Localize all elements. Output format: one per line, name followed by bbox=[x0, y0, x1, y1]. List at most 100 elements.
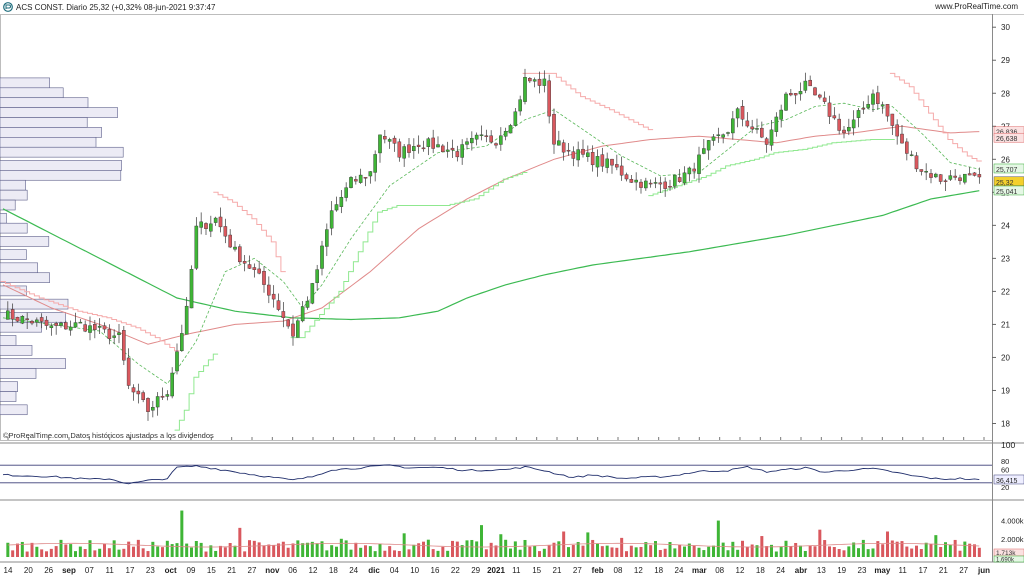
volume-bar[interactable] bbox=[310, 541, 314, 557]
volume-profile-bar[interactable] bbox=[0, 381, 18, 392]
candle[interactable] bbox=[866, 104, 870, 108]
candle[interactable] bbox=[532, 79, 537, 82]
candle[interactable] bbox=[972, 172, 977, 176]
volume-bar[interactable] bbox=[301, 543, 305, 557]
candle[interactable] bbox=[334, 204, 339, 211]
candle[interactable] bbox=[64, 322, 68, 330]
parabolic-sar-line[interactable] bbox=[889, 72, 982, 162]
candle[interactable] bbox=[383, 136, 387, 140]
candle[interactable] bbox=[146, 398, 150, 412]
candle[interactable] bbox=[151, 407, 155, 411]
candle[interactable] bbox=[764, 138, 769, 145]
volume-bar[interactable] bbox=[557, 541, 561, 557]
moving-average-20-line[interactable] bbox=[2, 102, 980, 385]
candle[interactable] bbox=[431, 137, 435, 149]
volume-bar[interactable] bbox=[117, 549, 121, 557]
candle[interactable] bbox=[518, 99, 522, 112]
candle[interactable] bbox=[803, 80, 808, 91]
candle[interactable] bbox=[634, 179, 638, 183]
candle[interactable] bbox=[455, 151, 460, 158]
volume-bar[interactable] bbox=[233, 545, 237, 557]
candle[interactable] bbox=[697, 154, 701, 174]
volume-bar[interactable] bbox=[963, 541, 967, 557]
candle[interactable] bbox=[286, 319, 290, 327]
volume-bar[interactable] bbox=[673, 548, 677, 557]
volume-bar[interactable] bbox=[770, 544, 773, 557]
volume-profile-bar[interactable] bbox=[0, 179, 26, 191]
candle[interactable] bbox=[412, 146, 416, 152]
candle[interactable] bbox=[320, 245, 324, 269]
volume-bar[interactable] bbox=[654, 541, 657, 557]
candle[interactable] bbox=[97, 325, 102, 328]
candle[interactable] bbox=[687, 167, 692, 175]
volume-bar[interactable] bbox=[199, 542, 203, 557]
candle[interactable] bbox=[967, 173, 972, 176]
candle[interactable] bbox=[963, 173, 967, 183]
volume-bar[interactable] bbox=[808, 546, 812, 557]
candle[interactable] bbox=[122, 330, 126, 361]
volume-bar[interactable] bbox=[663, 548, 667, 557]
candle[interactable] bbox=[247, 264, 252, 269]
volume-bar[interactable] bbox=[165, 540, 169, 557]
candle[interactable] bbox=[571, 151, 576, 159]
volume-bar[interactable] bbox=[223, 547, 227, 557]
volume-bar[interactable] bbox=[596, 543, 599, 557]
candle[interactable] bbox=[59, 322, 63, 326]
candle[interactable] bbox=[358, 174, 363, 183]
candle[interactable] bbox=[861, 108, 866, 110]
volume-bar[interactable] bbox=[54, 546, 58, 557]
candle[interactable] bbox=[175, 351, 179, 372]
volume-bar[interactable] bbox=[267, 544, 271, 557]
candle[interactable] bbox=[818, 94, 822, 98]
volume-bar[interactable] bbox=[712, 545, 715, 557]
volume-bar[interactable] bbox=[190, 547, 193, 557]
candle[interactable] bbox=[919, 169, 924, 172]
candle[interactable] bbox=[813, 87, 817, 96]
candle[interactable] bbox=[460, 144, 464, 158]
volume-bar[interactable] bbox=[25, 551, 29, 557]
candle[interactable] bbox=[793, 93, 798, 96]
candle[interactable] bbox=[194, 225, 199, 269]
candle[interactable] bbox=[832, 115, 837, 119]
volume-profile-bar[interactable] bbox=[0, 236, 50, 247]
candle[interactable] bbox=[847, 127, 851, 132]
volume-bar[interactable] bbox=[639, 546, 643, 557]
volume-bar[interactable] bbox=[20, 541, 24, 557]
volume-bar[interactable] bbox=[799, 545, 802, 557]
volume-bar[interactable] bbox=[929, 543, 933, 557]
volume-bar[interactable] bbox=[576, 542, 580, 557]
candle[interactable] bbox=[416, 144, 421, 147]
candle[interactable] bbox=[934, 173, 938, 178]
volume-bar[interactable] bbox=[64, 544, 68, 557]
volume-bar[interactable] bbox=[779, 546, 783, 557]
volume-bar[interactable] bbox=[977, 547, 981, 557]
volume-bar[interactable] bbox=[74, 551, 77, 557]
volume-bar[interactable] bbox=[436, 550, 440, 557]
volume-bar[interactable] bbox=[281, 541, 285, 557]
candle[interactable] bbox=[73, 322, 78, 328]
candle[interactable] bbox=[851, 119, 856, 129]
volume-bar[interactable] bbox=[658, 550, 662, 557]
volume-profile-bar[interactable] bbox=[0, 117, 88, 128]
candle[interactable] bbox=[180, 333, 184, 351]
volume-bar[interactable] bbox=[397, 551, 401, 557]
volume-bar[interactable] bbox=[30, 542, 34, 557]
candle[interactable] bbox=[397, 141, 402, 158]
volume-profile-bar[interactable] bbox=[0, 97, 89, 108]
volume-profile-bar[interactable] bbox=[0, 358, 66, 369]
candle[interactable] bbox=[213, 217, 218, 223]
candle[interactable] bbox=[528, 78, 532, 82]
volume-bar[interactable] bbox=[910, 548, 914, 557]
volume-bar[interactable] bbox=[252, 540, 256, 557]
volume-bar[interactable] bbox=[49, 548, 53, 557]
candle[interactable] bbox=[977, 174, 982, 178]
volume-bar[interactable] bbox=[185, 543, 189, 557]
candle[interactable] bbox=[523, 77, 527, 102]
volume-bar[interactable] bbox=[373, 551, 377, 557]
volume-bar[interactable] bbox=[687, 543, 691, 557]
candle[interactable] bbox=[107, 328, 112, 339]
candle[interactable] bbox=[141, 392, 145, 400]
candle[interactable] bbox=[503, 130, 508, 137]
volume-bar[interactable] bbox=[194, 541, 198, 557]
volume-bar[interactable] bbox=[441, 546, 445, 557]
